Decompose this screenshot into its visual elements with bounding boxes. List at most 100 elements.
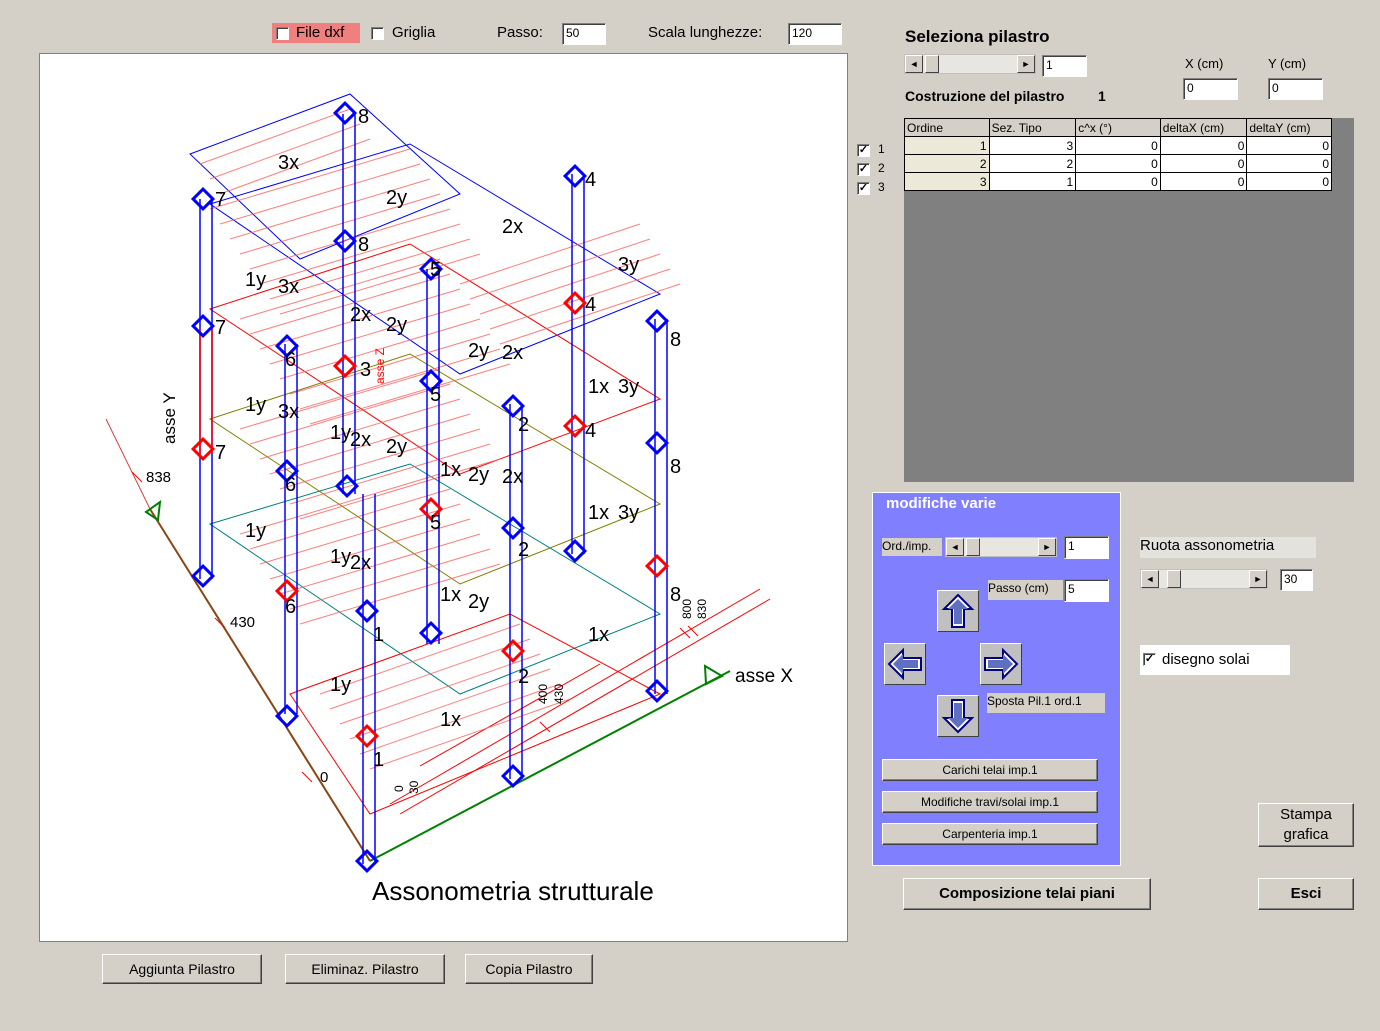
row-checkbox[interactable]: ✓ bbox=[857, 144, 870, 157]
beam-label: 1x bbox=[588, 624, 610, 646]
table-header: Sez. Tipo bbox=[988, 118, 1077, 137]
table-cell[interactable]: 2 bbox=[904, 154, 990, 173]
beam-label: 1y bbox=[245, 520, 267, 542]
scroll-right-icon[interactable]: ► bbox=[1038, 538, 1056, 556]
disegno-solai-checkbox[interactable]: ✓ bbox=[1143, 653, 1156, 666]
table-header: deltaY (cm) bbox=[1246, 118, 1332, 137]
carichi-button[interactable]: Carichi telai imp.1 bbox=[882, 759, 1098, 781]
move-left-button[interactable] bbox=[884, 643, 926, 685]
table-cell[interactable]: 1 bbox=[988, 172, 1077, 191]
rotate-input[interactable]: 30 bbox=[1280, 569, 1313, 591]
dim-label: 800 bbox=[680, 598, 694, 619]
pillar-label: 5 bbox=[430, 259, 442, 281]
pillar-label: 7 bbox=[215, 189, 227, 211]
row-checkbox[interactable]: ✓ bbox=[857, 163, 870, 176]
carpenteria-button[interactable]: Carpenteria imp.1 bbox=[882, 823, 1098, 845]
table-cell[interactable]: 0 bbox=[1246, 136, 1332, 155]
scroll-left-icon[interactable]: ◄ bbox=[946, 538, 964, 556]
scala-label: Scala lunghezze: bbox=[648, 24, 763, 41]
x-cm-label: X (cm) bbox=[1185, 56, 1224, 71]
disegno-solai-option[interactable]: ✓ disegno solai bbox=[1140, 645, 1290, 675]
composizione-button[interactable]: Composizione telai piani bbox=[903, 878, 1151, 910]
table-header: c^x (°) bbox=[1075, 118, 1161, 137]
rotate-scrollbar[interactable]: ◄ ► bbox=[1140, 569, 1268, 589]
pillar-label: 3 bbox=[360, 359, 372, 381]
table-cell[interactable]: 0 bbox=[1075, 154, 1161, 173]
beam-label: 2x bbox=[502, 466, 524, 488]
delete-pillar-button[interactable]: Eliminaz. Pilastro bbox=[285, 954, 445, 984]
table-cell[interactable]: 3 bbox=[988, 136, 1077, 155]
pillar-number-input[interactable]: 1 bbox=[1042, 55, 1087, 77]
table-row[interactable]: 2 2 0 0 0 bbox=[904, 154, 1332, 173]
beam-label: 1y bbox=[330, 546, 352, 568]
construction-number: 1 bbox=[1098, 88, 1106, 104]
arrow-left-icon bbox=[887, 647, 922, 681]
table-cell[interactable]: 0 bbox=[1159, 154, 1248, 173]
table-cell[interactable]: 1 bbox=[904, 136, 990, 155]
ord-label: Ord./imp. bbox=[882, 539, 932, 553]
scroll-thumb[interactable] bbox=[925, 55, 939, 73]
file-dxf-label: File dxf bbox=[296, 24, 345, 41]
scroll-thumb[interactable] bbox=[966, 538, 980, 556]
scroll-left-icon[interactable]: ◄ bbox=[1141, 570, 1159, 588]
beam-label: 1x bbox=[588, 502, 610, 524]
table-cell[interactable]: 3 bbox=[904, 172, 990, 191]
table-cell[interactable]: 0 bbox=[1159, 136, 1248, 155]
table-cell[interactable]: 2 bbox=[988, 154, 1077, 173]
pillar-label: 6 bbox=[285, 596, 297, 618]
select-pillar-title: Seleziona pilastro bbox=[905, 27, 1050, 46]
move-down-button[interactable] bbox=[937, 695, 979, 737]
esci-button[interactable]: Esci bbox=[1258, 878, 1354, 910]
table-cell[interactable]: 0 bbox=[1246, 154, 1332, 173]
beam-label: 1y bbox=[330, 674, 352, 696]
row-check-label: 1 bbox=[878, 142, 885, 156]
scroll-thumb[interactable] bbox=[1167, 570, 1181, 588]
file-dxf-option[interactable]: File dxf bbox=[272, 23, 360, 43]
pillar-label: 2 bbox=[518, 414, 530, 436]
y-input[interactable]: 0 bbox=[1268, 78, 1323, 100]
passo-input[interactable]: 50 bbox=[562, 23, 606, 45]
table-cell[interactable]: 0 bbox=[1075, 136, 1161, 155]
beam-label: 2x bbox=[350, 304, 372, 326]
modifiche-travi-button[interactable]: Modifiche travi/solai imp.1 bbox=[882, 791, 1098, 813]
table-cell[interactable]: 0 bbox=[1246, 172, 1332, 191]
scroll-right-icon[interactable]: ► bbox=[1017, 55, 1035, 73]
construction-table[interactable]: Ordine Sez. Tipo c^x (°) deltaX (cm) del… bbox=[904, 118, 1332, 191]
scroll-right-icon[interactable]: ► bbox=[1249, 570, 1267, 588]
griglia-checkbox[interactable] bbox=[371, 27, 384, 40]
copy-pillar-button[interactable]: Copia Pilastro bbox=[465, 954, 593, 984]
dim-label: 0 bbox=[392, 785, 406, 792]
scala-input[interactable]: 120 bbox=[788, 23, 842, 45]
beam-label: 3y bbox=[618, 502, 640, 524]
dim-label: 400 bbox=[536, 683, 550, 704]
beam-label: 2x bbox=[350, 429, 372, 451]
move-up-button[interactable] bbox=[937, 590, 979, 632]
row-checkbox[interactable]: ✓ bbox=[857, 182, 870, 195]
scroll-left-icon[interactable]: ◄ bbox=[905, 55, 923, 73]
add-pillar-button[interactable]: Aggiunta Pilastro bbox=[102, 954, 262, 984]
table-header: deltaX (cm) bbox=[1159, 118, 1248, 137]
drawing-canvas[interactable]: asse X asse Y asse Z 838 430 0 0 30 400 … bbox=[39, 53, 848, 942]
table-row[interactable]: 1 3 0 0 0 bbox=[904, 136, 1332, 155]
stampa-grafica-button[interactable]: Stampa grafica bbox=[1258, 803, 1354, 847]
sposta-label: Sposta Pil.1 ord.1 bbox=[987, 694, 1082, 708]
pillar-label: 2 bbox=[518, 539, 530, 561]
table-row[interactable]: 3 1 0 0 0 bbox=[904, 172, 1332, 191]
beam-label: 2y bbox=[386, 436, 408, 458]
beam-label: 3y bbox=[618, 376, 640, 398]
ord-input[interactable]: 1 bbox=[1064, 536, 1109, 559]
file-dxf-checkbox[interactable] bbox=[276, 27, 289, 40]
pillar-label: 8 bbox=[670, 584, 682, 606]
move-right-button[interactable] bbox=[980, 643, 1022, 685]
x-input[interactable]: 0 bbox=[1183, 78, 1238, 100]
axis-z-label: asse Z bbox=[373, 347, 387, 384]
table-cell[interactable]: 0 bbox=[1075, 172, 1161, 191]
pillar-scrollbar[interactable]: ◄ ► bbox=[904, 54, 1036, 74]
passo-cm-input[interactable]: 5 bbox=[1064, 579, 1109, 602]
rotate-label-box: Ruota assonometria bbox=[1140, 537, 1316, 558]
ord-scrollbar[interactable]: ◄ ► bbox=[945, 537, 1057, 557]
table-cell[interactable]: 0 bbox=[1159, 172, 1248, 191]
beam-label: 2x bbox=[350, 552, 372, 574]
pillar-label: 7 bbox=[215, 442, 227, 464]
axis-x-label: asse X bbox=[735, 666, 794, 687]
